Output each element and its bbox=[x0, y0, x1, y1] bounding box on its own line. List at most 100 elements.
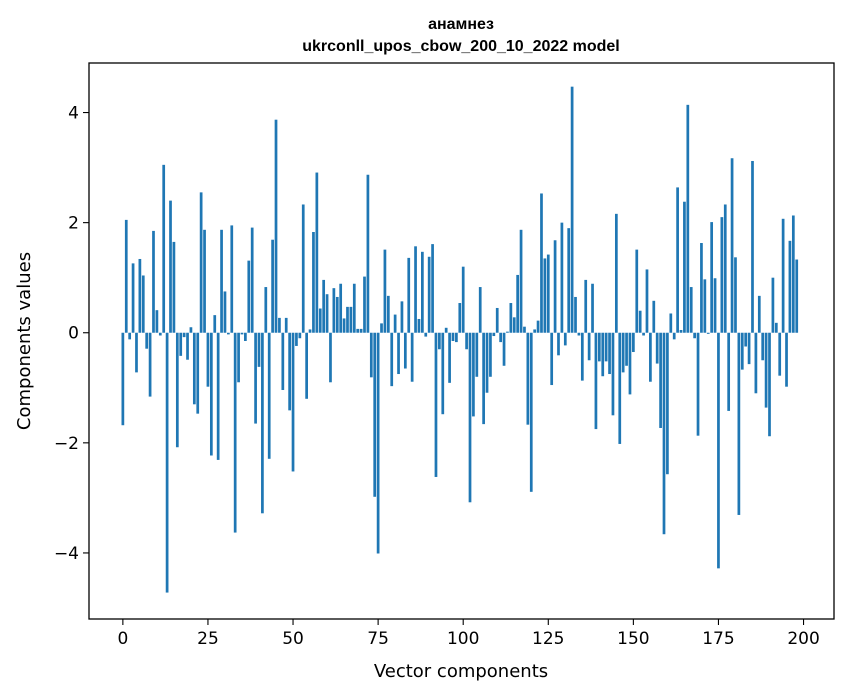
bar bbox=[223, 291, 227, 333]
bar bbox=[591, 283, 594, 333]
chart-title-line1: анамнез bbox=[428, 16, 494, 33]
bar bbox=[655, 332, 659, 364]
bar bbox=[264, 287, 268, 333]
x-tick-label: 25 bbox=[197, 629, 219, 649]
bar bbox=[689, 287, 693, 333]
bar bbox=[291, 332, 295, 472]
x-axis-ticks: 0 25 50 75 100 125 150 175 200 bbox=[117, 619, 820, 649]
bar bbox=[604, 332, 608, 362]
bar bbox=[434, 332, 438, 477]
bar bbox=[427, 256, 431, 333]
bar bbox=[509, 303, 513, 333]
bar bbox=[512, 317, 516, 333]
bar bbox=[601, 332, 605, 377]
bar bbox=[209, 332, 213, 456]
bar bbox=[203, 229, 206, 333]
bar bbox=[550, 332, 554, 386]
bar bbox=[383, 249, 387, 333]
bar bbox=[380, 323, 383, 333]
bar bbox=[400, 301, 404, 333]
bar bbox=[240, 332, 244, 335]
bar bbox=[414, 246, 417, 333]
bar bbox=[666, 332, 669, 475]
bar bbox=[764, 332, 768, 408]
bar bbox=[247, 260, 251, 333]
bar bbox=[506, 331, 509, 333]
bar bbox=[373, 332, 377, 497]
bar bbox=[594, 332, 598, 430]
bar bbox=[424, 332, 428, 337]
bar bbox=[335, 296, 339, 333]
bar bbox=[635, 249, 639, 333]
bar bbox=[315, 172, 319, 333]
bar bbox=[754, 332, 758, 394]
bar bbox=[703, 279, 707, 333]
bar bbox=[608, 332, 611, 375]
bar bbox=[468, 332, 472, 503]
bar bbox=[196, 332, 200, 414]
bar bbox=[781, 218, 785, 333]
bar bbox=[553, 240, 557, 333]
bar bbox=[220, 229, 223, 333]
bar bbox=[421, 251, 424, 333]
bar bbox=[638, 310, 642, 333]
bar bbox=[652, 300, 656, 333]
bar bbox=[492, 332, 496, 337]
bar bbox=[390, 332, 394, 387]
bar bbox=[329, 332, 332, 383]
bar bbox=[645, 269, 649, 333]
bar bbox=[410, 332, 414, 382]
bar bbox=[397, 332, 400, 375]
bar bbox=[536, 320, 540, 333]
bar bbox=[696, 332, 700, 436]
bar bbox=[557, 332, 560, 356]
bar bbox=[444, 327, 448, 333]
bar bbox=[584, 279, 588, 333]
bar bbox=[244, 332, 247, 341]
x-tick-label: 175 bbox=[702, 629, 734, 649]
bar bbox=[349, 306, 353, 333]
bar bbox=[465, 332, 468, 350]
bar bbox=[352, 283, 356, 333]
bar bbox=[250, 227, 254, 333]
x-axis-label: Vector components bbox=[374, 661, 548, 682]
y-tick-label: −2 bbox=[54, 434, 79, 454]
bar bbox=[723, 204, 727, 333]
bar bbox=[257, 332, 261, 367]
bar bbox=[543, 258, 547, 333]
bar bbox=[523, 326, 526, 333]
bar bbox=[458, 303, 462, 333]
bar bbox=[366, 174, 370, 333]
bar bbox=[693, 332, 696, 339]
bar bbox=[155, 310, 159, 333]
bar bbox=[278, 317, 281, 333]
bar bbox=[124, 219, 128, 333]
bar bbox=[376, 332, 380, 554]
bar bbox=[386, 295, 390, 333]
bar bbox=[189, 327, 193, 333]
bar bbox=[788, 240, 792, 333]
bar bbox=[308, 329, 312, 333]
bar bbox=[662, 332, 666, 535]
bar bbox=[686, 104, 690, 333]
bar bbox=[281, 332, 285, 390]
bar bbox=[577, 332, 581, 336]
bar bbox=[455, 332, 458, 343]
y-axis-ticks: −4 −2 0 2 4 bbox=[54, 104, 89, 564]
bar bbox=[165, 332, 169, 593]
bar bbox=[237, 332, 240, 383]
bar bbox=[679, 329, 683, 333]
bar bbox=[628, 332, 632, 395]
bar bbox=[267, 332, 271, 459]
bar bbox=[771, 277, 775, 333]
bar bbox=[632, 332, 635, 353]
bar bbox=[138, 258, 142, 333]
x-tick-label: 75 bbox=[367, 629, 389, 649]
bar bbox=[318, 308, 322, 333]
bar bbox=[672, 332, 676, 340]
bar bbox=[529, 332, 533, 492]
y-tick-label: 0 bbox=[68, 324, 79, 344]
bar bbox=[621, 332, 625, 373]
bar bbox=[485, 332, 489, 393]
